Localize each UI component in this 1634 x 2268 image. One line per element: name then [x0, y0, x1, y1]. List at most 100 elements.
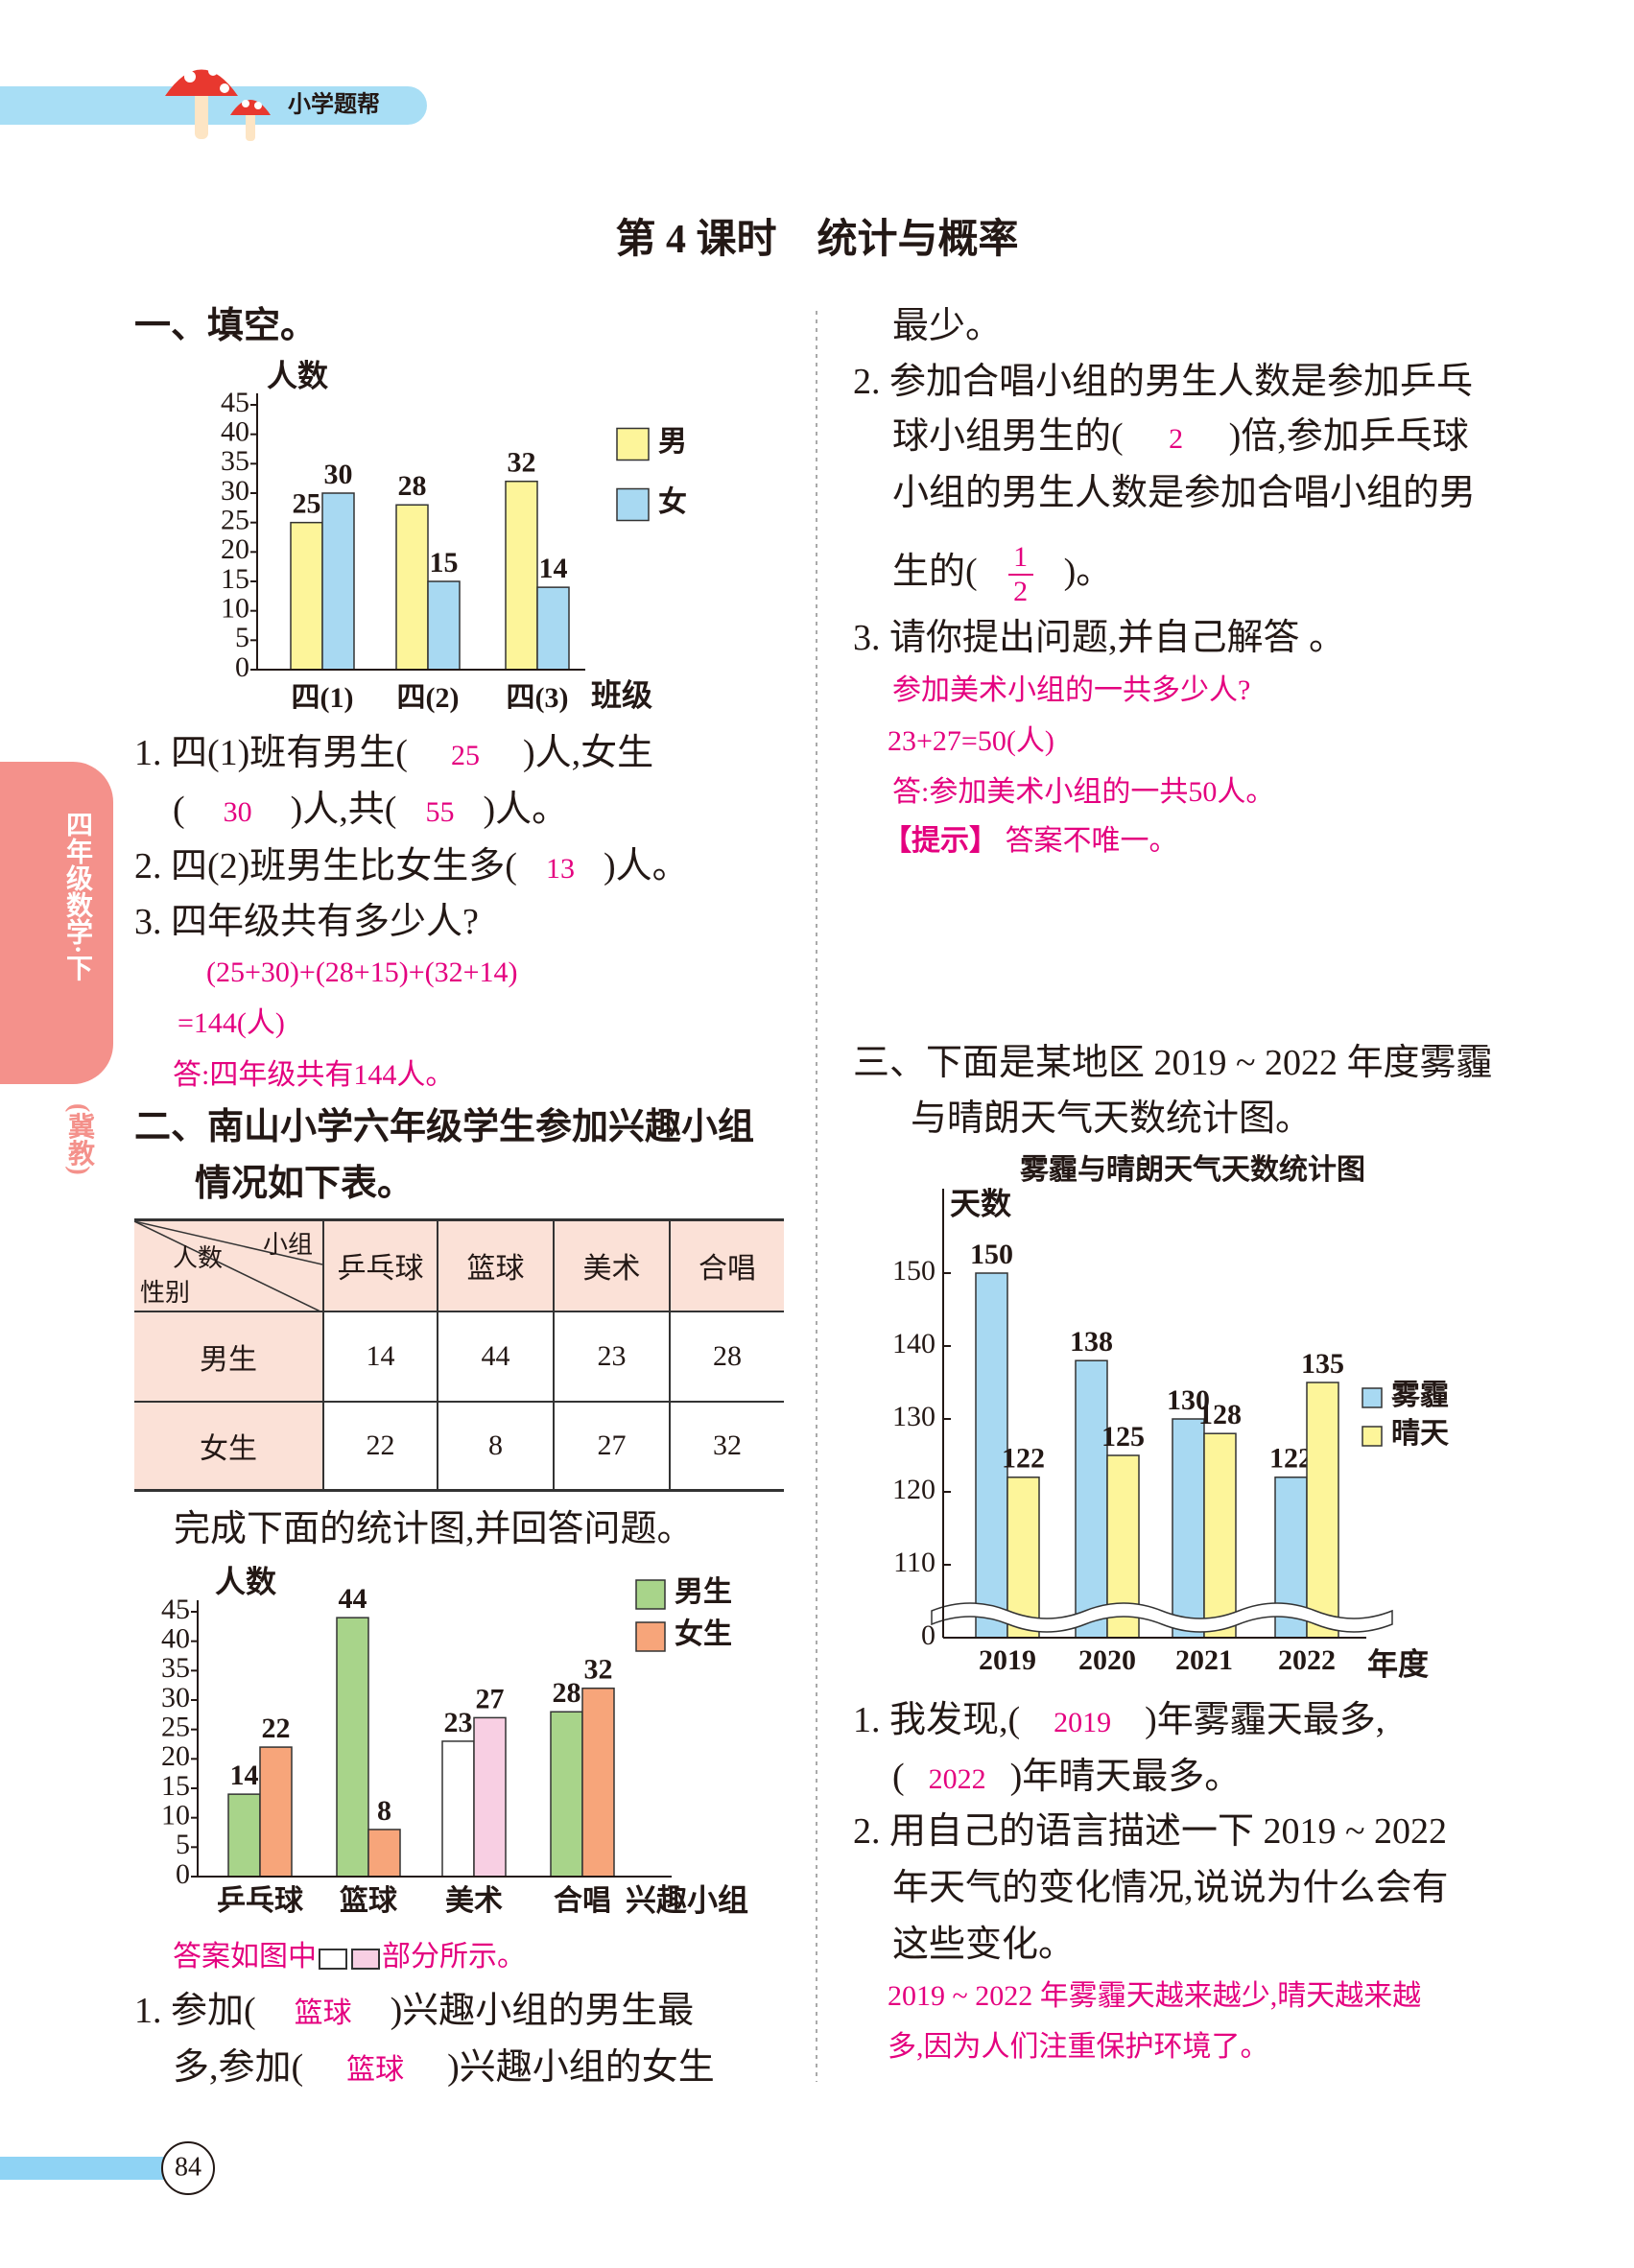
y-tick-label: 35: [161, 1652, 190, 1684]
footer-bar: [0, 2157, 182, 2180]
text: 生的(: [892, 552, 978, 592]
question-line: 1. 参加(篮球)兴趣小组的男生最: [134, 1984, 694, 2038]
data-label: 23: [444, 1707, 473, 1738]
bar: [1075, 1359, 1108, 1639]
text: 答案如图中: [173, 1941, 317, 1973]
column-header: 篮球: [437, 1218, 555, 1312]
row-label: 男生: [134, 1310, 324, 1403]
data-label: 14: [230, 1760, 259, 1791]
x-axis-label: 兴趣小组: [626, 1882, 748, 1917]
legend-swatch: [616, 427, 650, 461]
x-tick-label: 2019: [979, 1644, 1036, 1676]
x-tick-label: 四(3): [507, 682, 569, 714]
text: )。: [1063, 552, 1113, 592]
x-tick-label: 乒乓球: [217, 1885, 304, 1917]
bar: [259, 1746, 293, 1878]
cell: 44: [437, 1310, 555, 1403]
y-tick-label: 35: [221, 445, 249, 477]
text: 部分所示。: [382, 1941, 526, 1973]
page-title: 第 4 课时 统计与概率: [615, 218, 1019, 262]
text: 1. 参加(: [134, 1991, 256, 2031]
y-tick-label: 140: [892, 1328, 935, 1359]
text: 多,参加(: [173, 2047, 304, 2088]
bar: [1203, 1432, 1237, 1639]
corner-label: 人数: [173, 1244, 224, 1272]
question-line: 2. 四(2)班男生比女生多(13)人。: [134, 839, 689, 893]
answer: 13: [545, 853, 575, 885]
text: )人。: [483, 790, 569, 830]
section-heading: 二、南山小学六年级学生参加兴趣小组: [134, 1107, 755, 1147]
fraction-bar: [1007, 574, 1033, 577]
legend-swatch: [1362, 1387, 1383, 1408]
text: )人。: [603, 846, 689, 886]
text: )人,共(: [290, 790, 397, 830]
question-line: 3. 四年级共有多少人?: [134, 902, 479, 942]
y-tick-label: 110: [893, 1547, 935, 1578]
data-label: 27: [476, 1683, 505, 1714]
legend-box: [351, 1949, 380, 1971]
data-label: 125: [1101, 1421, 1145, 1453]
x-tick-label: 篮球: [340, 1884, 398, 1917]
text: )兴趣小组的女生: [447, 2047, 715, 2088]
text: (: [173, 790, 185, 830]
cell: 8: [437, 1400, 555, 1492]
answer: 55: [425, 796, 455, 828]
data-label: 44: [339, 1583, 367, 1615]
bar: [975, 1272, 1008, 1639]
y-tick-label: 25: [221, 505, 249, 536]
axis-break: [931, 1602, 1393, 1633]
answer: 25: [450, 740, 480, 771]
y-tick-label: 0: [921, 1619, 935, 1651]
bar: [367, 1829, 401, 1878]
legend-label: 晴天: [1391, 1418, 1449, 1450]
data-label: 30: [324, 459, 353, 490]
data-label: 8: [377, 1795, 391, 1827]
y-tick-label: 40: [161, 1623, 190, 1655]
data-label: 130: [1167, 1384, 1210, 1416]
text: (: [892, 1757, 905, 1797]
answer-line: 多,因为人们注重保护环境了。: [888, 2031, 1269, 2063]
text: )人,女生: [522, 733, 654, 773]
answer: 2: [1169, 423, 1184, 455]
question-line: (2022)年晴天最多。: [892, 1750, 1241, 1804]
data-label: 122: [1269, 1443, 1313, 1475]
legend-label: 女生: [675, 1618, 732, 1650]
text: 1. 我发现,(: [853, 1700, 1021, 1740]
question-line: 生的(1 2)。: [892, 535, 1112, 608]
x-tick-label: 合唱: [554, 1884, 611, 1917]
data-label: 32: [508, 447, 536, 479]
bar: [441, 1740, 475, 1878]
answer-line: (25+30)+(28+15)+(32+14): [206, 957, 518, 988]
section-heading: 情况如下表。: [195, 1164, 414, 1204]
side-tab: [0, 762, 113, 1084]
answer-line: 2019 ~ 2022 年雾霾天越来越少,晴天越来越: [888, 1980, 1422, 2012]
x-axis-label: 班级: [591, 677, 652, 712]
x-tick-label: 2022: [1278, 1644, 1336, 1676]
data-label: 28: [553, 1677, 581, 1709]
data-label: 128: [1198, 1399, 1242, 1430]
data-label: 15: [430, 547, 459, 579]
legend-label: 女: [658, 485, 687, 518]
x-tick-label: 四(1): [292, 682, 354, 714]
y-tick-label: 130: [892, 1401, 935, 1432]
bar: [550, 1711, 583, 1878]
column-header: 乒乓球: [322, 1218, 438, 1312]
question-line: 球小组男生的(2)倍,参加乒乓球: [892, 410, 1469, 463]
answer-line: 23+27=50(人): [888, 725, 1054, 757]
legend-swatch: [1362, 1426, 1383, 1447]
question-line: 1. 四(1)班有男生(25)人,女生: [134, 726, 653, 780]
hint: 答案不唯一。: [1005, 825, 1178, 857]
corner-label: 小组: [262, 1231, 313, 1259]
y-axis-label: 人数: [215, 1564, 277, 1598]
cell: 32: [669, 1400, 784, 1492]
bar: [321, 492, 355, 671]
numerator: 1: [1013, 541, 1029, 574]
y-tick-label: 45: [161, 1594, 190, 1625]
column-header: 合唱: [669, 1218, 784, 1312]
data-label: 25: [293, 488, 321, 520]
y-axis-label: 人数: [267, 358, 329, 392]
side-edition: (冀教): [64, 1103, 94, 1175]
data-label: 122: [1002, 1443, 1045, 1475]
answer: 篮球: [294, 1997, 352, 2029]
